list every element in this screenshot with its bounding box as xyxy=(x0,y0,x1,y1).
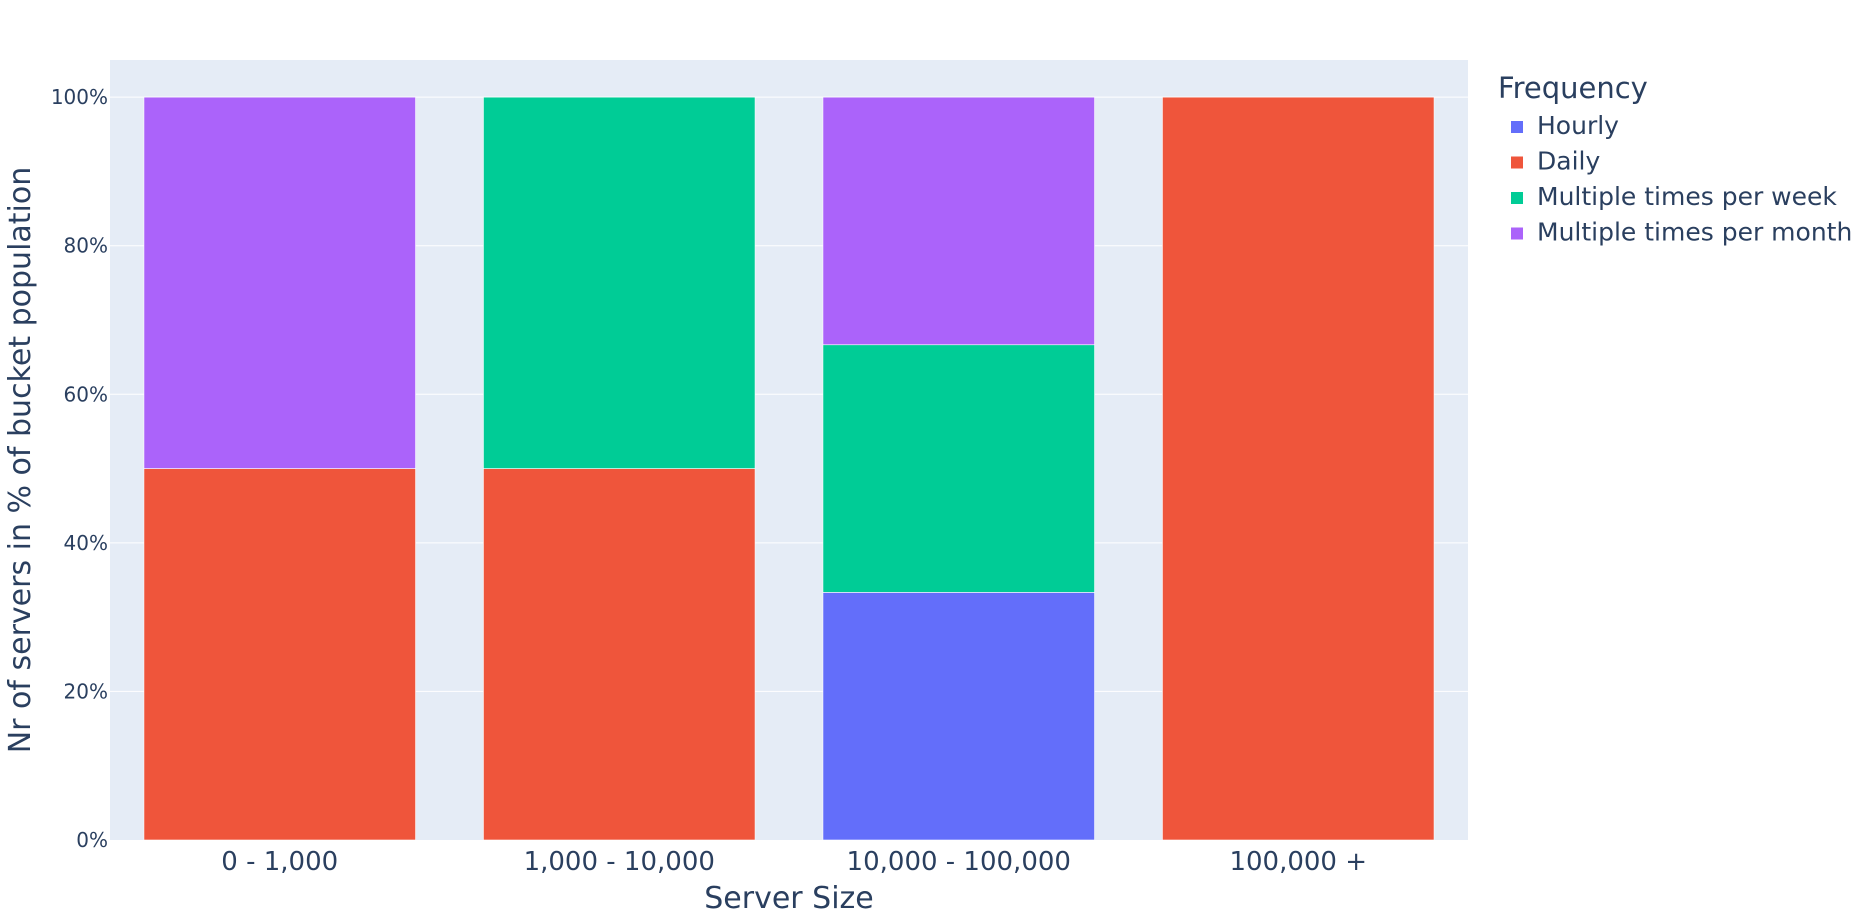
bar-segment xyxy=(483,96,756,469)
x-tick-label: 0 - 1,000 xyxy=(221,847,338,877)
y-axis-ticks: 0% 20% 40% 60% 80% 100% xyxy=(51,85,108,852)
legend-label: Multiple times per week xyxy=(1537,182,1837,211)
x-tick-label: 100,000 + xyxy=(1229,847,1367,877)
bar-segment xyxy=(143,468,416,841)
bar-segment xyxy=(483,468,756,841)
legend-swatch xyxy=(1511,156,1523,169)
y-tick-label: 20% xyxy=(64,679,108,703)
legend-label: Multiple times per month xyxy=(1537,218,1852,247)
legend-title: Frequency xyxy=(1498,71,1648,105)
bar-segment xyxy=(1162,96,1435,841)
y-tick-label: 60% xyxy=(64,382,108,406)
y-tick-label: 100% xyxy=(51,85,108,109)
bars xyxy=(143,96,1435,841)
legend-swatch xyxy=(1511,192,1523,204)
x-tick-label: 1,000 - 10,000 xyxy=(524,847,715,877)
y-tick-label: 40% xyxy=(64,531,108,555)
y-axis-title: Nr of servers in % of bucket population xyxy=(3,167,38,754)
x-axis-ticks: 0 - 1,000 1,000 - 10,000 10,000 - 100,000 1… xyxy=(221,847,1367,877)
bar-segment xyxy=(143,96,416,469)
x-axis-title: Server Size xyxy=(704,881,874,916)
legend-swatch xyxy=(1511,121,1523,133)
bar-segment xyxy=(822,344,1095,593)
legend: Frequency Hourly Daily Multiple times per … xyxy=(1498,71,1852,247)
legend-items: Hourly Daily Multiple times per week Multip… xyxy=(1511,111,1852,247)
x-tick-label: 10,000 - 100,000 xyxy=(847,847,1071,877)
legend-swatch xyxy=(1511,227,1523,240)
bar-segment xyxy=(822,592,1095,841)
bar-segment xyxy=(822,96,1095,346)
legend-label: Hourly xyxy=(1537,111,1619,140)
y-tick-label: 0% xyxy=(76,828,108,852)
legend-label: Daily xyxy=(1537,147,1600,176)
y-tick-label: 80% xyxy=(64,234,108,258)
